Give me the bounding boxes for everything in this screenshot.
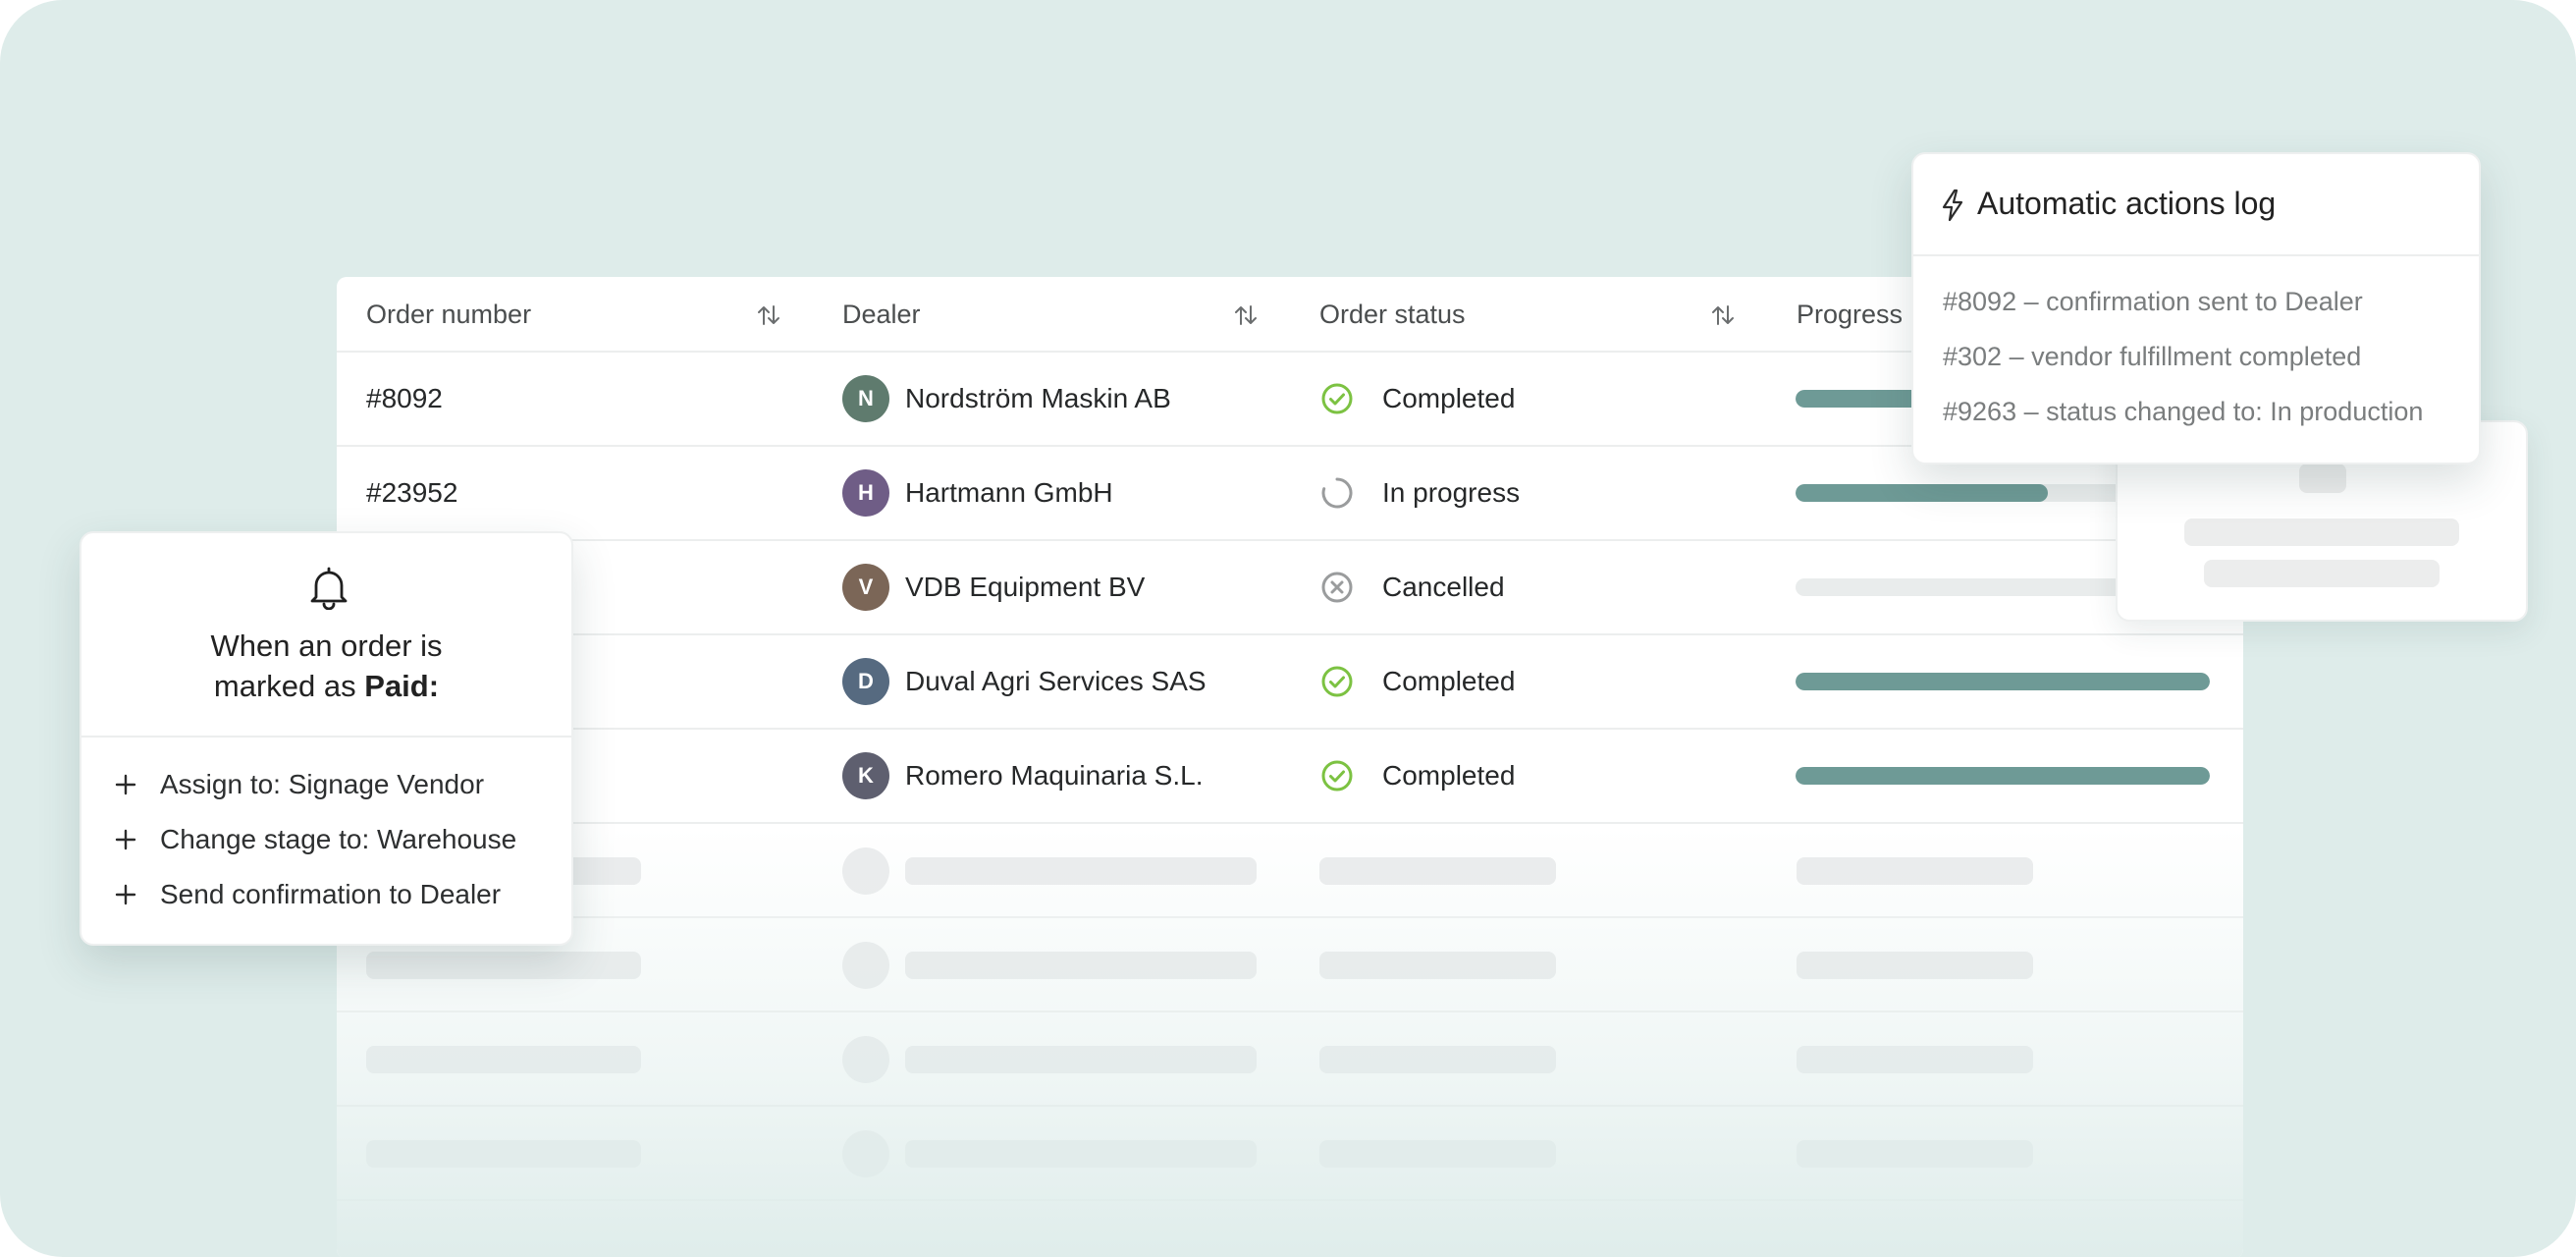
rule-action-item[interactable]: Assign to: Signage Vendor bbox=[115, 765, 484, 804]
rule-action-item[interactable]: Change stage to: Warehouse bbox=[115, 820, 516, 859]
log-entry: #8092 – confirmation sent to Dealer bbox=[1943, 287, 2363, 316]
lightning-icon bbox=[1942, 189, 1963, 222]
rule-action-item[interactable]: Send confirmation to Dealer bbox=[115, 875, 501, 914]
progress-bar bbox=[1796, 767, 2210, 785]
rule-trigger: When an order is marked as Paid: bbox=[81, 533, 571, 738]
plus-icon bbox=[115, 774, 136, 795]
column-header-progress[interactable]: Progress bbox=[1797, 300, 1904, 329]
avatar: N bbox=[842, 375, 889, 422]
rule-title: When an order is marked as Paid: bbox=[210, 628, 443, 703]
check-circle-icon bbox=[1319, 664, 1355, 699]
table-header: Order number Dealer Order status Progres… bbox=[337, 277, 2243, 353]
trigger-value: Paid: bbox=[364, 669, 440, 703]
bell-icon bbox=[310, 567, 348, 610]
column-header-dealer[interactable]: Dealer bbox=[842, 300, 921, 329]
cancel-circle-icon bbox=[1319, 570, 1355, 605]
actions-log-title: Automatic actions log bbox=[1977, 186, 2277, 221]
table-row[interactable]: V VDB Equipment BV Cancelled bbox=[337, 541, 2243, 635]
progress-bar bbox=[1796, 578, 2210, 596]
check-circle-icon bbox=[1319, 381, 1355, 416]
sort-icon[interactable] bbox=[754, 301, 783, 330]
actions-log-header: Automatic actions log bbox=[1913, 154, 2479, 256]
sort-icon[interactable] bbox=[1708, 301, 1738, 330]
sort-icon[interactable] bbox=[1231, 301, 1261, 330]
log-entry: #9263 – status changed to: In production bbox=[1943, 397, 2424, 426]
check-circle-icon bbox=[1319, 758, 1355, 793]
avatar: V bbox=[842, 564, 889, 611]
status-label: Completed bbox=[1382, 383, 1516, 413]
table-row[interactable]: K Romero Maquinaria S.L. Completed bbox=[337, 730, 2243, 824]
order-number: #23952 bbox=[366, 477, 458, 508]
status-label: In progress bbox=[1382, 477, 1521, 508]
order-number: #8092 bbox=[366, 383, 443, 413]
dealer-name: Duval Agri Services SAS bbox=[905, 666, 1207, 696]
progress-bar bbox=[1796, 673, 2210, 690]
column-header-order-number[interactable]: Order number bbox=[366, 300, 532, 329]
fade-overlay bbox=[337, 827, 2243, 1257]
progress-fill bbox=[1796, 484, 2049, 502]
dealer-name: Hartmann GmbH bbox=[905, 477, 1113, 508]
avatar: K bbox=[842, 752, 889, 799]
log-entry: #302 – vendor fulfillment completed bbox=[1943, 342, 2362, 371]
status-label: Completed bbox=[1382, 666, 1516, 696]
dealer-name: VDB Equipment BV bbox=[905, 572, 1146, 602]
table-row[interactable]: #23952 H Hartmann GmbH In progress bbox=[337, 447, 2243, 541]
avatar: D bbox=[842, 658, 889, 705]
dealer-name: Nordström Maskin AB bbox=[905, 383, 1171, 413]
progress-fill bbox=[1796, 767, 2210, 785]
column-header-order-status[interactable]: Order status bbox=[1319, 300, 1466, 329]
status-label: Completed bbox=[1382, 760, 1516, 791]
spinner-icon bbox=[1319, 475, 1355, 511]
status-label: Cancelled bbox=[1382, 572, 1505, 602]
table-row[interactable]: D Duval Agri Services SAS Completed bbox=[337, 635, 2243, 730]
dealer-name: Romero Maquinaria S.L. bbox=[905, 760, 1204, 791]
plus-icon bbox=[115, 829, 136, 850]
automation-rule-card: When an order is marked as Paid: Assign … bbox=[80, 531, 573, 946]
avatar: H bbox=[842, 469, 889, 517]
actions-log-card: Automatic actions log #8092 – confirmati… bbox=[1911, 152, 2481, 465]
progress-bar bbox=[1796, 484, 2210, 502]
progress-fill bbox=[1796, 673, 2210, 690]
plus-icon bbox=[115, 884, 136, 905]
